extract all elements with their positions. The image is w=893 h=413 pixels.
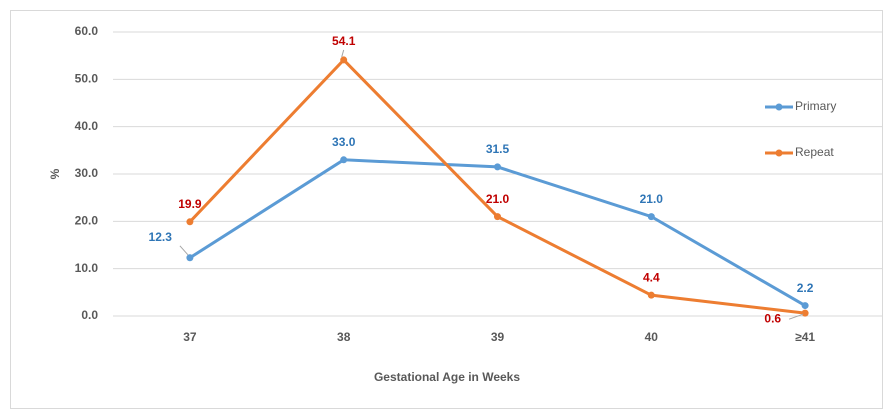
- point: [494, 213, 501, 221]
- data-label: 21.0: [486, 192, 510, 206]
- y-tick-label: 10.0: [75, 261, 99, 275]
- point: [186, 254, 194, 262]
- leader-line: [341, 49, 345, 58]
- data-label: 54.1: [332, 34, 356, 48]
- x-tick-label: ≥41: [795, 330, 815, 344]
- data-label: 33.0: [332, 135, 356, 149]
- legend-marker: [775, 103, 783, 111]
- legend-marker: [775, 149, 783, 157]
- chart-frame: [10, 10, 883, 409]
- x-axis-title: Gestational Age in Weeks: [374, 370, 520, 384]
- point: [186, 218, 194, 226]
- y-tick-label: 60.0: [75, 24, 99, 38]
- x-tick-label: 37: [183, 330, 197, 344]
- y-tick-label: 50.0: [75, 72, 99, 86]
- point: [801, 302, 809, 310]
- data-label: 31.5: [486, 142, 510, 156]
- point: [340, 56, 348, 64]
- point: [494, 163, 501, 171]
- y-tick-label: 20.0: [75, 214, 99, 228]
- y-axis-title: %: [48, 168, 62, 179]
- point: [647, 213, 655, 221]
- data-label: 2.2: [797, 281, 814, 295]
- data-label: 21.0: [640, 192, 664, 206]
- point: [340, 156, 348, 164]
- data-label: 4.4: [643, 270, 660, 284]
- y-tick-label: 30.0: [75, 166, 99, 180]
- x-tick-label: 38: [337, 330, 351, 344]
- data-label: 12.3: [149, 230, 173, 244]
- leader-line: [179, 245, 189, 256]
- x-tick-label: 40: [645, 330, 659, 344]
- point: [801, 309, 809, 317]
- y-tick-label: 40.0: [75, 119, 99, 133]
- x-tick-label: 39: [491, 330, 505, 344]
- data-label: 0.6: [764, 311, 781, 325]
- legend-label: Repeat: [795, 145, 834, 159]
- leader-line: [788, 313, 804, 320]
- point: [647, 291, 655, 299]
- legend-label: Primary: [795, 99, 836, 113]
- data-label: 19.9: [178, 197, 202, 211]
- y-tick-label: 0.0: [81, 308, 98, 322]
